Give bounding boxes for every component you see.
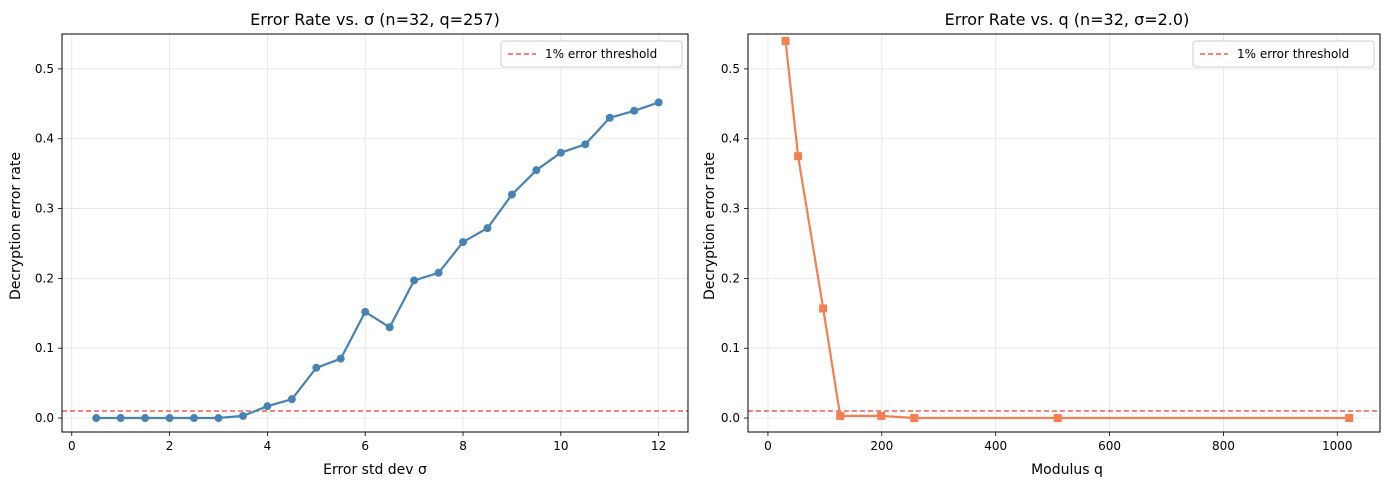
series-line	[784, 40, 1350, 420]
data-point	[361, 307, 370, 316]
x-tick-label: 0	[764, 439, 772, 453]
data-point	[312, 363, 321, 372]
x-tick-label: 4	[264, 439, 272, 453]
y-tick-label: 0.4	[35, 132, 54, 146]
data-point	[410, 276, 419, 285]
ticks: 0 2 4 6 8 10 12 0.0 0.1 0.2 0.3 0.4 0.5	[35, 62, 666, 453]
data-point	[507, 190, 516, 199]
legend: 1% error threshold	[1192, 40, 1375, 68]
x-tick-label: 8	[459, 439, 467, 453]
y-tick-label: 0.5	[721, 62, 740, 76]
data-point	[581, 140, 590, 149]
data-point	[434, 268, 443, 277]
series-layer	[92, 98, 663, 423]
x-axis-label: Modulus q	[1031, 462, 1103, 478]
data-point	[483, 224, 492, 233]
x-tick-label: 12	[651, 439, 666, 453]
data-point	[654, 98, 663, 107]
x-tick-label: 1000	[1322, 439, 1353, 453]
y-tick-label: 0.3	[721, 202, 740, 216]
data-point	[836, 411, 845, 420]
data-point	[190, 414, 199, 423]
data-point	[630, 106, 639, 115]
x-tick-label: 200	[870, 439, 893, 453]
x-tick-label: 0	[68, 439, 76, 453]
legend-threshold-label: 1% error threshold	[1237, 47, 1349, 61]
y-tick-label: 0.4	[721, 132, 740, 146]
y-tick-label: 0.5	[35, 62, 54, 76]
data-point	[287, 395, 296, 404]
x-axis-label: Error std dev σ	[323, 462, 427, 478]
y-axis-label: Decryption error rate	[8, 152, 24, 300]
sigma-chart: Error Rate vs. σ (n=32, q=257) Error std…	[8, 10, 689, 478]
data-point	[165, 414, 174, 423]
data-point	[794, 152, 803, 161]
data-point	[877, 411, 886, 420]
data-point	[141, 414, 150, 423]
y-tick-label: 0.3	[35, 202, 54, 216]
data-point	[116, 414, 125, 423]
x-tick-label: 6	[361, 439, 369, 453]
series-layer	[781, 36, 1354, 423]
x-tick-label: 600	[1098, 439, 1121, 453]
modulus-chart: Error Rate vs. q (n=32, σ=2.0) Modulus q…	[702, 10, 1381, 478]
y-tick-label: 0.2	[35, 271, 54, 285]
data-point	[819, 304, 828, 313]
data-point	[1053, 414, 1062, 423]
x-tick-label: 800	[1212, 439, 1235, 453]
data-point	[336, 354, 345, 363]
chart-title: Error Rate vs. q (n=32, σ=2.0)	[945, 10, 1190, 29]
data-point	[238, 411, 247, 420]
y-tick-label: 0.1	[721, 341, 740, 355]
y-tick-label: 0.0	[721, 411, 740, 425]
y-tick-label: 0.0	[35, 411, 54, 425]
x-tick-label: 10	[553, 439, 568, 453]
data-point	[214, 414, 223, 423]
plot-frame	[61, 33, 689, 433]
y-tick-label: 0.2	[721, 271, 740, 285]
data-point	[263, 402, 272, 411]
legend: 1% error threshold	[500, 40, 683, 68]
x-tick-label: 2	[166, 439, 174, 453]
x-tick-label: 400	[984, 439, 1007, 453]
series-line	[96, 101, 660, 420]
data-point	[556, 148, 565, 157]
legend-threshold-label: 1% error threshold	[545, 47, 657, 61]
chart-title: Error Rate vs. σ (n=32, q=257)	[250, 10, 500, 29]
y-tick-label: 0.1	[35, 341, 54, 355]
legend-box	[500, 40, 683, 68]
data-point	[92, 414, 101, 423]
y-axis-label: Decryption error rate	[702, 152, 718, 300]
grid	[748, 34, 1380, 432]
plot-frame	[747, 33, 1381, 433]
data-point	[605, 113, 614, 122]
data-point	[385, 323, 394, 332]
data-point	[532, 166, 541, 175]
data-point	[910, 414, 919, 423]
ticks: 0 200 400 600 800 1000 0.0 0.1 0.2 0.3 0.4 0.5	[721, 62, 1353, 453]
data-point	[459, 238, 468, 247]
legend-box	[1192, 40, 1375, 68]
data-point	[781, 36, 790, 45]
data-point	[1345, 414, 1354, 423]
